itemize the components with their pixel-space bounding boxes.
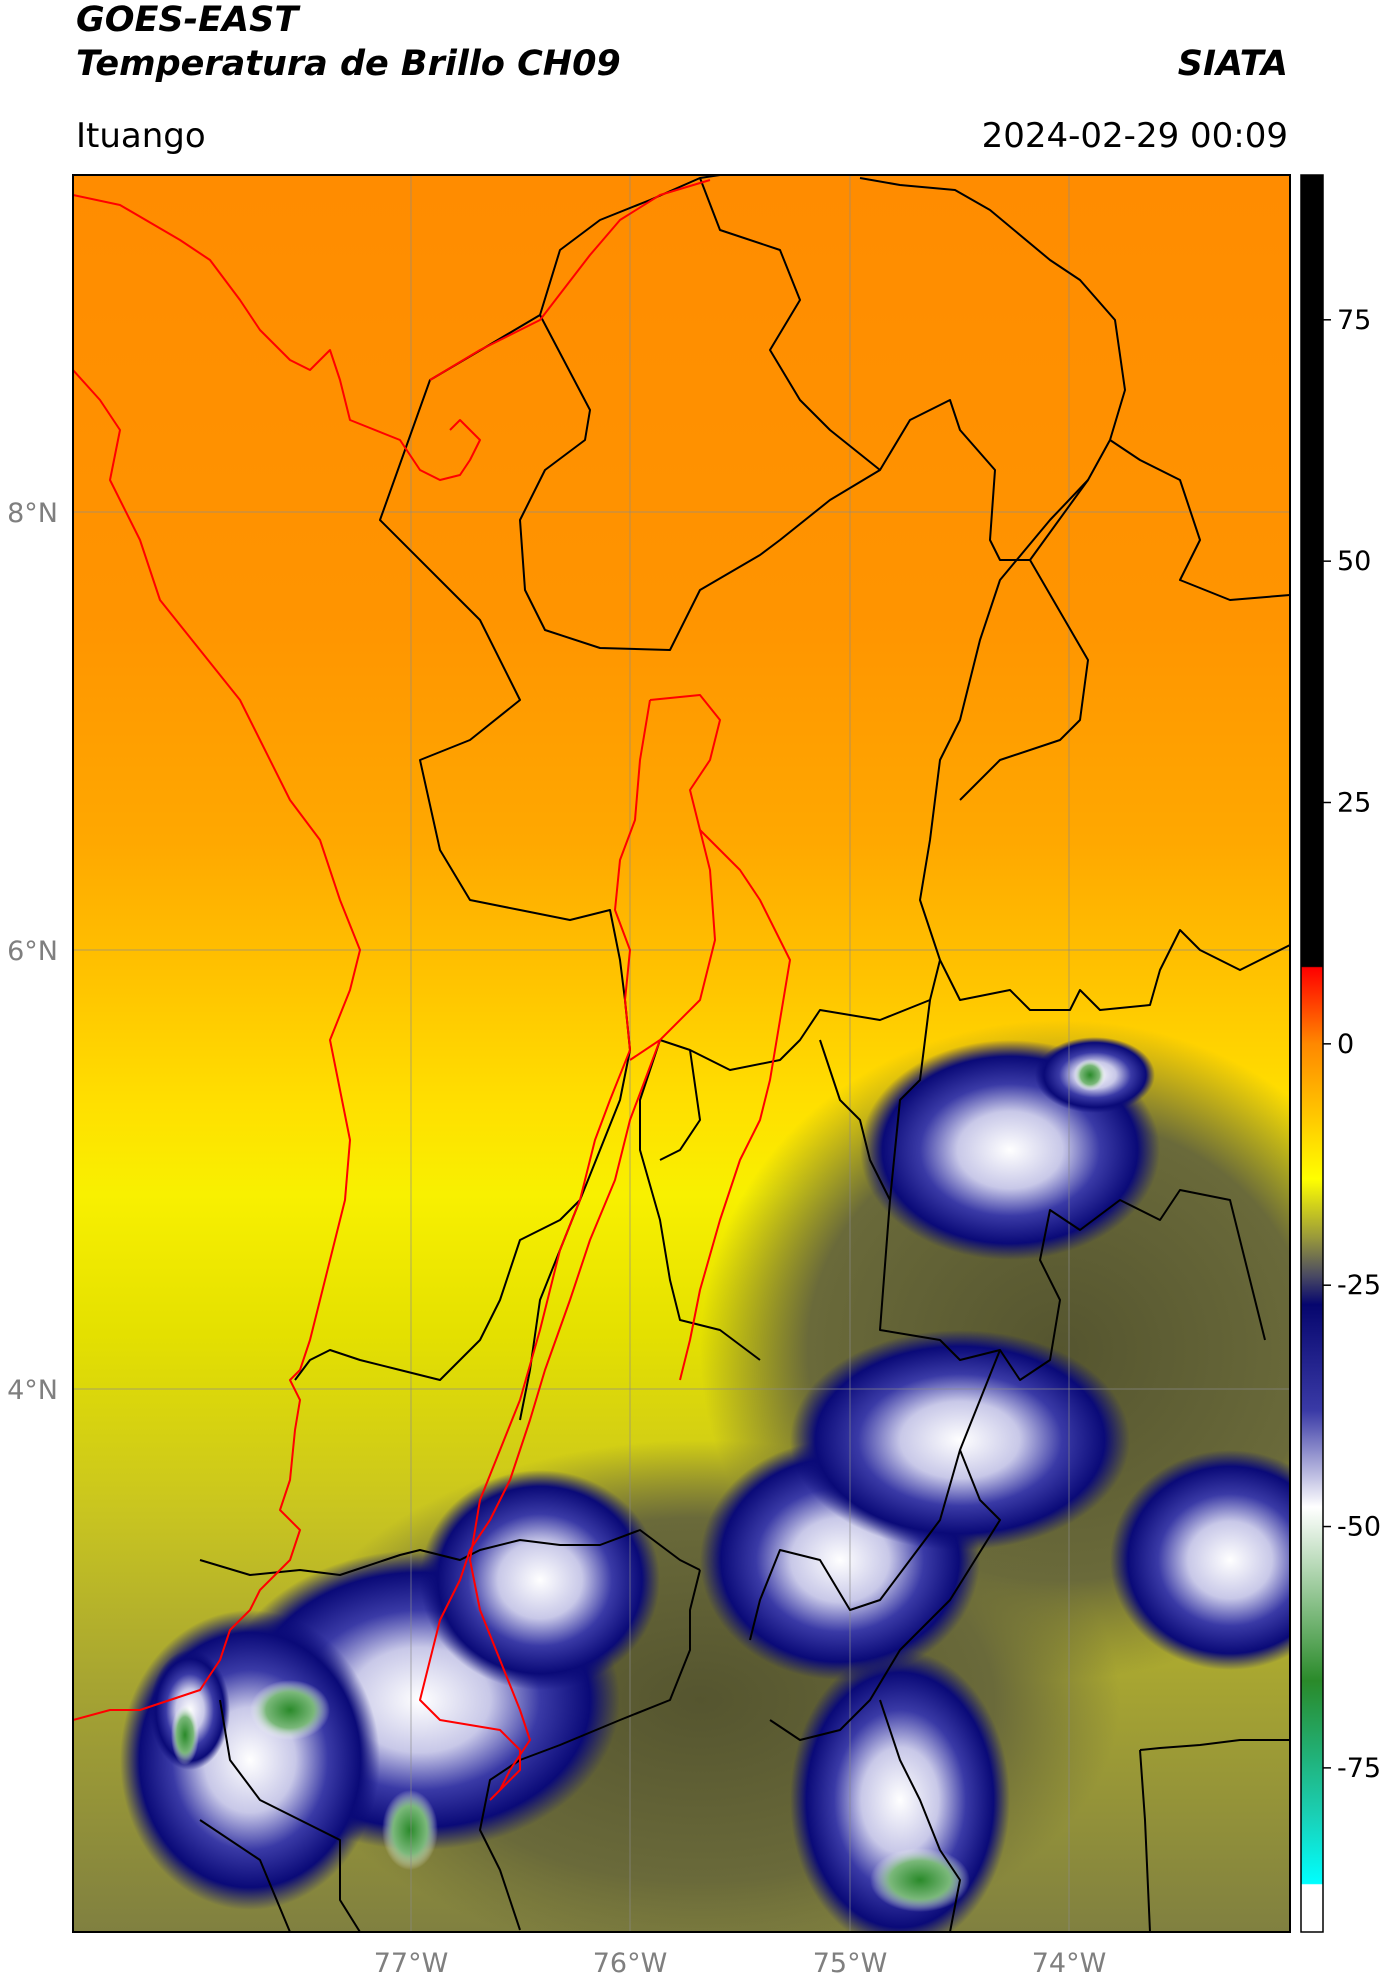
colorbar-tick-label: -25: [1337, 1270, 1381, 1301]
latitude-labels: 8°N 6°N 4°N: [7, 498, 58, 1406]
colorbar-tick-label: 50: [1337, 546, 1371, 577]
longitude-labels: 77°W 76°W 75°W 74°W: [374, 1948, 1107, 1979]
colorbar-tick-label: 0: [1337, 1029, 1354, 1060]
map-frame: [72, 174, 1291, 1933]
product-subtitle: Temperatura de Brillo CH09: [76, 44, 621, 84]
colorbar-tick-label: -75: [1337, 1753, 1381, 1784]
colorbar: 75 50 25 0 -25 -50 -75: [1300, 174, 1381, 1933]
colorbar-tick-label: 75: [1337, 305, 1371, 336]
lon-label: 77°W: [374, 1948, 449, 1979]
lon-label: 75°W: [813, 1948, 888, 1979]
lat-label: 8°N: [7, 498, 58, 529]
coastline-and-basin: [73, 179, 791, 1801]
lon-label: 74°W: [1032, 1948, 1107, 1979]
region-label: Ituango: [76, 116, 206, 156]
brand-label: SIATA: [1177, 44, 1288, 84]
timestamp-label: 2024-02-29 00:09: [981, 116, 1288, 156]
temperature-field: [73, 175, 1290, 1932]
lon-label: 76°W: [593, 1948, 668, 1979]
lat-label: 4°N: [7, 1375, 58, 1406]
colorbar-tick-label: -50: [1337, 1512, 1381, 1543]
lat-label: 6°N: [7, 936, 58, 967]
colorbar-gradient: [1300, 174, 1324, 1933]
colorbar-tick-label: 25: [1337, 788, 1371, 819]
department-boundaries: [199, 175, 1290, 1932]
product-title: GOES-EAST: [76, 0, 299, 40]
